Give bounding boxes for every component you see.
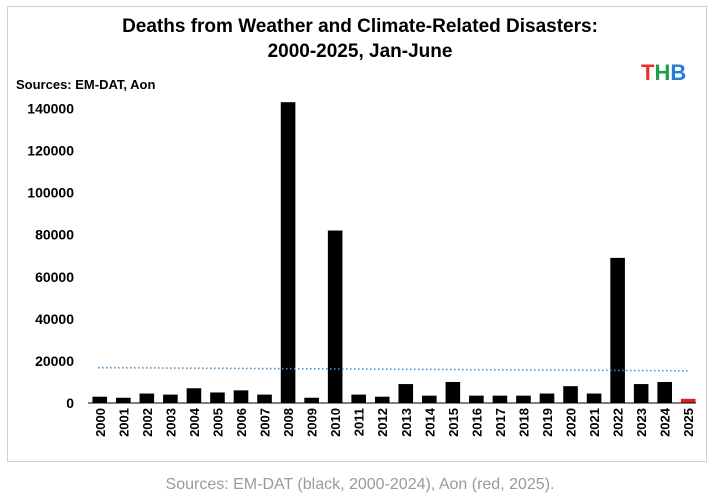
y-tick-label: 0	[66, 395, 74, 411]
figure-caption: Sources: EM-DAT (black, 2000-2024), Aon …	[165, 476, 555, 493]
thb-logo: THB	[641, 60, 686, 86]
x-tick-label: 2021	[587, 408, 602, 437]
x-tick-label: 2003	[163, 408, 178, 437]
bar-2012	[374, 396, 390, 403]
x-tick-label: 2004	[187, 407, 202, 437]
x-tick-label: 2007	[258, 408, 273, 437]
bar-2016	[469, 395, 484, 403]
chart-title: Deaths from Weather and Climate-Related …	[0, 14, 720, 64]
bar-2010	[327, 230, 343, 403]
y-tick-label: 80000	[35, 227, 74, 243]
y-tick-label: 120000	[27, 143, 74, 159]
trend-line	[97, 366, 689, 372]
x-tick-label: 2025	[681, 408, 696, 437]
bar-2004	[186, 388, 202, 403]
x-tick-label: 2002	[140, 408, 155, 437]
bar-2007	[257, 394, 272, 403]
x-tick-label: 2020	[564, 408, 579, 437]
x-tick-label: 2013	[399, 408, 414, 437]
x-tick-label: 2000	[93, 408, 108, 437]
chart-frame	[7, 6, 707, 462]
bar-2018	[516, 395, 531, 403]
x-tick-label: 2018	[516, 408, 531, 437]
chart-title-line1: Deaths from Weather and Climate-Related …	[122, 16, 598, 37]
x-tick-label: 2008	[281, 408, 296, 437]
bar-2013	[398, 384, 414, 403]
x-tick-label: 2005	[210, 408, 225, 437]
bar-2024	[657, 381, 672, 403]
x-tick-label: 2023	[634, 408, 649, 437]
x-tick-label: 2009	[305, 408, 320, 437]
x-tick-label: 2019	[540, 408, 555, 437]
x-tick-label: 2010	[328, 408, 343, 437]
logo-letter-b: B	[670, 60, 687, 85]
bar-chart: 0 20000 40000 60000 80000 100000 120000 140000 2…	[27, 101, 696, 437]
bar-2008	[280, 102, 296, 403]
bar-2003	[163, 394, 178, 403]
x-tick-label: 2006	[234, 408, 249, 437]
y-tick-label: 40000	[35, 311, 74, 327]
x-tick-label: 2022	[611, 408, 626, 437]
x-tick-label: 2016	[469, 408, 484, 437]
bar-2005	[210, 392, 225, 403]
chart-subtitle: 2000-2025, Jan-June	[267, 41, 453, 62]
bar-2019	[539, 393, 555, 403]
y-tick-label: 100000	[27, 185, 74, 201]
bar-2020	[563, 386, 578, 403]
bar-2025	[680, 398, 696, 403]
bar-2006	[233, 390, 249, 403]
bar-2000	[92, 396, 108, 403]
bar-2017	[492, 395, 508, 403]
bar-2009	[304, 397, 319, 403]
logo-letter-h: H	[654, 60, 671, 85]
x-tick-label: 2011	[352, 408, 367, 436]
y-tick-label: 60000	[35, 269, 74, 285]
y-tick-label: 20000	[35, 353, 74, 369]
x-tick-label: 2024	[658, 407, 673, 437]
bar-2001	[116, 397, 131, 403]
x-tick-label: 2014	[422, 407, 437, 437]
logo-letter-t: T	[641, 60, 655, 85]
x-tick-label: 2012	[375, 408, 390, 437]
bar-2015	[445, 381, 461, 403]
bar-2021	[586, 393, 602, 403]
bar-2011	[351, 394, 366, 403]
x-tick-label: 2001	[116, 408, 131, 437]
sources-label: Sources: EM-DAT, Aon	[16, 77, 156, 92]
bar-2014	[422, 395, 437, 403]
bar-2002	[139, 393, 155, 403]
y-tick-label: 140000	[27, 101, 74, 117]
bar-2022	[610, 257, 625, 403]
x-tick-label: 2017	[493, 408, 508, 437]
bar-2023	[633, 384, 649, 403]
x-tick-label: 2015	[446, 408, 461, 437]
